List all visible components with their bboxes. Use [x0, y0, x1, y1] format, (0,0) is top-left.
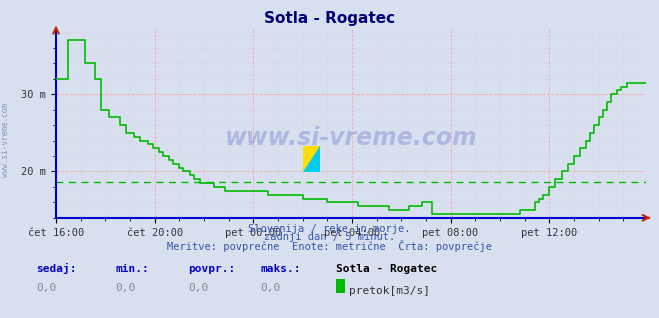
Polygon shape	[303, 146, 320, 172]
Text: 0,0: 0,0	[36, 283, 57, 293]
Text: povpr.:: povpr.:	[188, 264, 235, 274]
Text: www.si-vreme.com: www.si-vreme.com	[1, 103, 10, 177]
Text: 0,0: 0,0	[260, 283, 281, 293]
Text: sedaj:: sedaj:	[36, 263, 76, 274]
Text: 0,0: 0,0	[188, 283, 208, 293]
Text: pretok[m3/s]: pretok[m3/s]	[349, 286, 430, 296]
Text: maks.:: maks.:	[260, 264, 301, 274]
Text: min.:: min.:	[115, 264, 149, 274]
Text: www.si-vreme.com: www.si-vreme.com	[225, 126, 477, 150]
Text: Sotla - Rogatec: Sotla - Rogatec	[336, 264, 438, 274]
Text: 0,0: 0,0	[115, 283, 136, 293]
Text: Slovenija / reke in morje.: Slovenija / reke in morje.	[248, 224, 411, 234]
Text: zadnji dan / 5 minut.: zadnji dan / 5 minut.	[264, 232, 395, 242]
Text: Sotla - Rogatec: Sotla - Rogatec	[264, 11, 395, 26]
Text: Meritve: povprečne  Enote: metrične  Črta: povprečje: Meritve: povprečne Enote: metrične Črta:…	[167, 240, 492, 252]
